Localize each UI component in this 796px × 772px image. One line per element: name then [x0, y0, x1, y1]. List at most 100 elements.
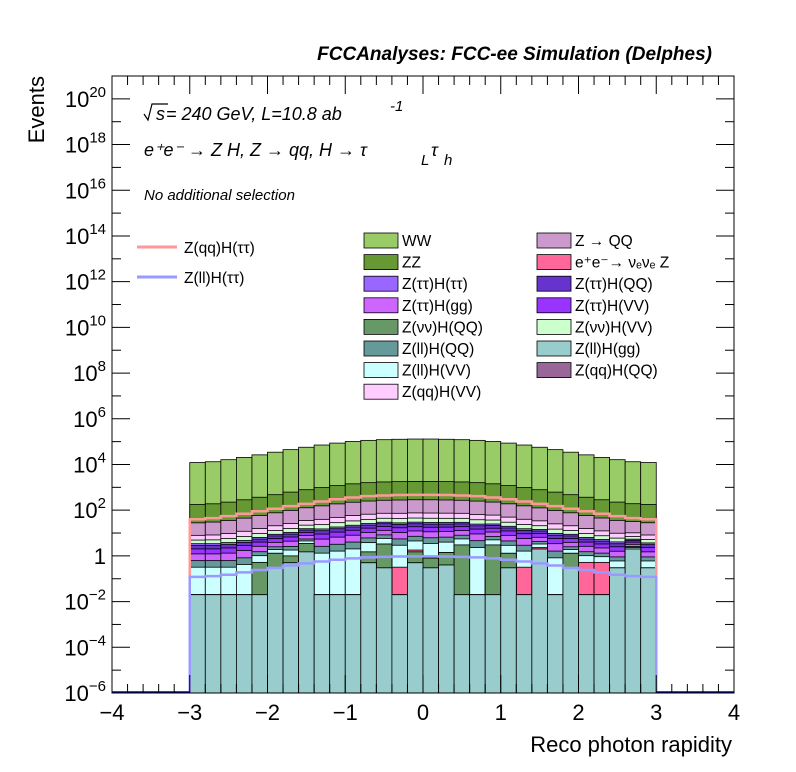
legend-label: Z(νν)H(QQ)	[402, 319, 483, 336]
legend-swatch	[536, 232, 572, 249]
selection-text: No additional selection	[144, 187, 295, 204]
legend-swatch	[536, 254, 572, 271]
bar	[204, 594, 222, 694]
y-tick-label: 104	[73, 449, 106, 477]
y-tick-label: 1020	[65, 84, 106, 112]
y-tick-label: 1010	[65, 312, 106, 340]
bar	[313, 594, 331, 694]
legend-label: Z(qq)H(QQ)	[575, 363, 658, 380]
x-tick-label: −1	[333, 700, 358, 725]
bar	[220, 594, 237, 694]
legend-swatch	[363, 254, 399, 271]
annotation-energy: s = 240 GeV, L=10.8 ab -1	[143, 98, 403, 124]
legend-swatch	[363, 275, 399, 292]
y-tick-label: 10−6	[64, 678, 106, 706]
line-series-0	[188, 493, 658, 693]
legend-swatch	[536, 297, 572, 314]
bar	[407, 562, 424, 694]
process-sub-1: L	[421, 152, 429, 169]
legend-swatch	[363, 318, 399, 335]
bar	[640, 567, 657, 694]
process-sub-2: h	[444, 152, 452, 169]
bar	[484, 594, 502, 694]
y-tick-label: 108	[73, 358, 106, 386]
plot-title: FCCAnalyses: FCC-ee Simulation (Delphes)	[317, 44, 712, 65]
y-tick-label: 1018	[65, 130, 106, 158]
legend-label: Z(ττ)H(VV)	[575, 298, 649, 315]
legend-label: Z(ll)H(QQ)	[402, 341, 474, 358]
x-axis-label: Reco photon rapidity	[530, 732, 732, 757]
legend-label: WW	[402, 233, 432, 250]
legend-label: Z(ττ)H(QQ)	[575, 276, 653, 293]
sqrt-icon	[143, 103, 168, 122]
bar	[453, 594, 471, 694]
annotation-process: e⁺e⁻ → Z H, Z → qq, H → τ L τ h	[144, 140, 452, 169]
legend-swatch	[363, 232, 399, 249]
x-tick-label: 0	[417, 700, 429, 725]
x-tick-label: 3	[650, 700, 662, 725]
legend-swatch	[363, 362, 399, 379]
bar	[235, 594, 253, 694]
bar	[329, 594, 346, 694]
bar	[438, 564, 455, 694]
energy-prefix: s	[156, 104, 165, 124]
bar	[375, 567, 393, 694]
bar	[515, 594, 533, 694]
y-tick-label: 102	[73, 495, 106, 523]
legend-swatch	[536, 318, 572, 335]
legend-swatch	[363, 383, 399, 400]
bar	[251, 594, 268, 694]
y-tick-label: 10−4	[64, 632, 106, 660]
y-tick-label: 1014	[65, 221, 106, 249]
legend-label: e⁺e⁻→ νₑνₑ Z	[575, 255, 669, 272]
bar	[344, 594, 362, 694]
process-tau-2: τ	[431, 140, 439, 160]
x-tick-label: 1	[495, 700, 507, 725]
legend-label: Z(νν)H(VV)	[575, 319, 653, 336]
bar	[469, 594, 486, 694]
y-tick-label: 1012	[65, 267, 106, 295]
x-tick-label: 4	[728, 700, 740, 725]
legend-label: ZZ	[402, 255, 421, 272]
legend-line-label: Z(qq)H(ττ)	[184, 240, 255, 257]
legend-swatch	[536, 362, 572, 379]
bar	[547, 594, 564, 694]
x-tick-label: −4	[99, 700, 124, 725]
legend-swatch	[363, 340, 399, 357]
x-tick-label: −2	[255, 700, 280, 725]
bar	[189, 594, 206, 694]
histogram-stack	[189, 438, 657, 694]
legend-swatch	[536, 340, 572, 357]
legend-label: Z(ll)H(VV)	[402, 363, 471, 380]
bar	[267, 567, 284, 694]
y-axis-label: Events	[24, 76, 49, 143]
legend-label: Z(ττ)H(ττ)	[402, 276, 468, 293]
bar	[298, 551, 315, 694]
bar	[624, 548, 642, 694]
bar	[593, 594, 610, 694]
legend-swatch	[536, 275, 572, 292]
y-tick-label: 106	[73, 404, 106, 432]
bar	[391, 594, 408, 694]
legend-label: Z(qq)H(VV)	[402, 384, 481, 401]
x-tick-label: −3	[177, 700, 202, 725]
legend-label: Z → QQ	[575, 233, 633, 250]
y-tick-label: 1	[94, 544, 106, 569]
bar	[578, 594, 595, 694]
y-tick-label: 1016	[65, 175, 106, 203]
energy-exponent: -1	[390, 98, 403, 115]
axes: −4 −3 −2 −1 0 1 2 3 4 10−6 10−4 10−2 1 102 104 106 108 10…	[64, 75, 740, 725]
bar	[531, 548, 548, 694]
bar	[609, 567, 626, 694]
bar	[562, 567, 579, 694]
y-tick-label: 10−2	[64, 587, 106, 615]
x-tick-label: 2	[572, 700, 584, 725]
bar	[282, 562, 299, 694]
overlay-lines	[112, 493, 734, 693]
legend-label: Z(ll)H(gg)	[575, 341, 640, 358]
legend-label: Z(ττ)H(gg)	[402, 298, 473, 315]
bar	[422, 567, 439, 694]
legend: Z(qq)H(ττ) Z(ll)H(ττ) WW ZZ Z(ττ)H(ττ) Z(ττ)H…	[137, 232, 669, 401]
process-text: e⁺e⁻ → Z H, Z → qq, H → τ	[144, 140, 368, 160]
